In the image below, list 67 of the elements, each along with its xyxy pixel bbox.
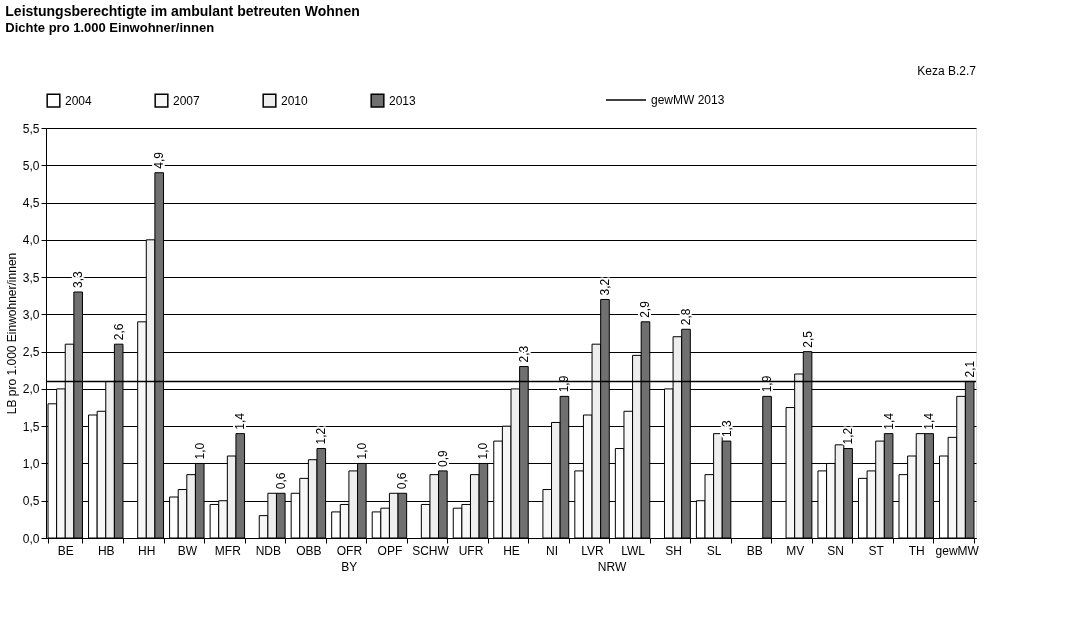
- x-tick-label: NDB: [255, 543, 282, 558]
- x-tick-label: HH: [138, 543, 156, 558]
- y-tick-label: 0,5: [22, 494, 40, 509]
- y-tick-label: 2,0: [22, 382, 40, 397]
- data-label: 0,9: [435, 449, 450, 467]
- data-label: 1,3: [719, 420, 734, 438]
- chart-subtitle: Dichte pro 1.000 Einwohner/innen: [5, 20, 215, 35]
- y-tick-label: 1,0: [22, 456, 40, 471]
- chart-title: Leistungsberechtigte im ambulant betreuten Wohnen: [5, 3, 360, 19]
- x-tick-label: HE: [503, 543, 520, 558]
- legend-label: 2004: [65, 93, 93, 108]
- y-tick-label: 3,0: [22, 307, 40, 322]
- y-axis-title: LB pro 1.000 Einwohner/innen: [4, 252, 19, 415]
- legend-label: 2007: [173, 93, 201, 108]
- y-tick-label: 2,5: [22, 345, 40, 360]
- x-tick-label: OBB: [296, 543, 322, 558]
- data-label: 2,1: [962, 360, 977, 378]
- data-label: 1,4: [922, 412, 937, 430]
- data-label: 2,3: [516, 345, 531, 363]
- y-tick-label: 0,0: [22, 531, 40, 546]
- x-tick-label: MFR: [214, 543, 242, 558]
- x-tick-label: NI: [546, 543, 559, 558]
- legend-label: 2013: [389, 93, 417, 108]
- legend-label: 2010: [281, 93, 309, 108]
- data-label: 1,4: [881, 412, 896, 430]
- data-label: 1,0: [354, 442, 369, 460]
- data-label: 2,8: [679, 308, 694, 326]
- x-tick-label: BE: [57, 543, 74, 558]
- y-tick-label: 3,5: [22, 270, 40, 285]
- data-label: 2,9: [638, 300, 653, 318]
- x-tick-label: SL: [706, 543, 722, 558]
- x-tick-label: HB: [97, 543, 115, 558]
- text: NRW: [597, 560, 627, 574]
- text: Keza B.2.7: [917, 64, 977, 78]
- x-tick-label: TH: [908, 543, 925, 558]
- x-tick-label: SCHW: [412, 543, 450, 558]
- data-label: 3,2: [597, 278, 612, 296]
- y-tick-label: 1,5: [22, 419, 40, 434]
- y-tick-label: 4,5: [22, 196, 40, 211]
- x-tick-label: LVR: [581, 543, 605, 558]
- data-label: 2,5: [800, 330, 815, 348]
- x-tick-label: ST: [868, 543, 885, 558]
- legend-label: gewMW 2013: [651, 93, 725, 107]
- data-label: 4,9: [152, 151, 167, 169]
- data-label: 2,6: [111, 323, 126, 341]
- y-tick-label: 5,0: [22, 158, 40, 173]
- x-tick-label: SN: [827, 543, 845, 558]
- data-label: 1,0: [192, 442, 207, 460]
- x-tick-label: OPF: [377, 543, 403, 558]
- x-tick-label: BW: [177, 543, 198, 558]
- data-label: 1,2: [841, 427, 856, 445]
- data-label: 0,6: [273, 472, 288, 490]
- x-tick-label: OFR: [336, 543, 363, 558]
- x-tick-label: MV: [786, 543, 805, 558]
- x-tick-label: UFR: [458, 543, 484, 558]
- x-tick-label: LWL: [621, 543, 646, 558]
- y-tick-label: 5,5: [22, 121, 40, 136]
- x-tick-label: SH: [665, 543, 682, 558]
- data-label: 1,0: [476, 442, 491, 460]
- data-label: 3,3: [71, 270, 86, 288]
- x-tick-label: gewMW: [935, 543, 980, 558]
- data-label: 1,4: [233, 412, 248, 430]
- y-tick-label: 4,0: [22, 233, 40, 248]
- data-label: 1,2: [314, 427, 329, 445]
- data-label: 0,6: [395, 472, 410, 490]
- text: BY: [341, 560, 358, 574]
- x-tick-label: BB: [746, 543, 763, 558]
